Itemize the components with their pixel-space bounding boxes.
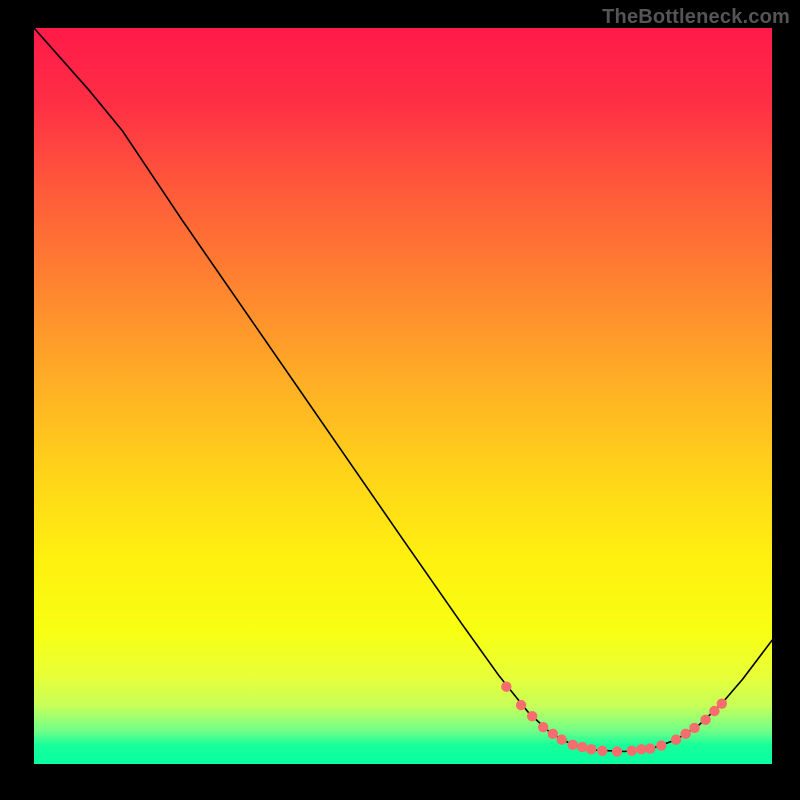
marker-dot [568, 740, 578, 750]
marker-dot [636, 744, 646, 754]
chart-container: TheBottleneck.com [0, 0, 800, 800]
marker-dot [548, 729, 558, 739]
marker-dot [612, 746, 622, 756]
plot-area [34, 28, 772, 764]
marker-dot [656, 740, 666, 750]
marker-dot [689, 723, 699, 733]
marker-dot [577, 742, 587, 752]
marker-dot [527, 711, 537, 721]
marker-dot [556, 735, 566, 745]
marker-dot [586, 744, 596, 754]
marker-dot [717, 698, 727, 708]
marker-dot [516, 700, 526, 710]
marker-dot [538, 722, 548, 732]
bottleneck-curve-chart [0, 0, 800, 800]
marker-dot [645, 743, 655, 753]
marker-dot [680, 729, 690, 739]
marker-dot [597, 746, 607, 756]
marker-dot [709, 706, 719, 716]
marker-dot [700, 715, 710, 725]
watermark-text: TheBottleneck.com [602, 6, 790, 29]
marker-dot [501, 682, 511, 692]
marker-dot [627, 746, 637, 756]
marker-dot [671, 735, 681, 745]
gradient-background [34, 28, 772, 764]
